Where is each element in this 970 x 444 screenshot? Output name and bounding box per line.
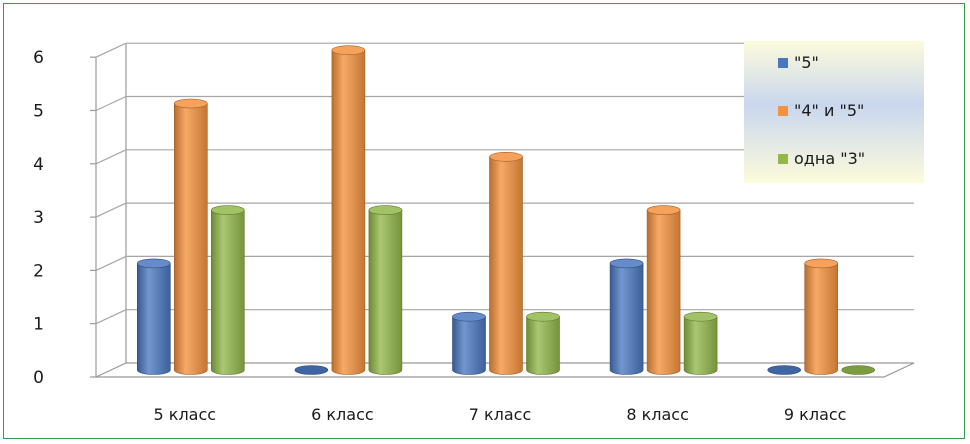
- y-tick-label: 3: [33, 208, 44, 228]
- bar-body: [368, 209, 403, 375]
- y-tick-label: 0: [33, 368, 44, 388]
- bar-body: [137, 263, 171, 375]
- y-tick-label: 6: [33, 48, 44, 68]
- bar-top: [526, 311, 560, 322]
- bar-top: [489, 152, 523, 162]
- bar: [294, 365, 329, 375]
- bar-body: [683, 316, 718, 375]
- y-axis-ticks: 0 1 2 3 4 5 6: [33, 48, 96, 388]
- legend: "5" "4" и "5" одна "3": [744, 41, 924, 183]
- gridline-side: [95, 42, 127, 58]
- bar-body: [489, 156, 523, 375]
- bar-body: [646, 209, 681, 375]
- bar: [331, 45, 366, 375]
- legend-label: "4" и "5": [794, 101, 864, 120]
- bar: [489, 152, 523, 375]
- y-tick-label: 5: [33, 102, 44, 122]
- bar-top: [767, 365, 802, 375]
- bar-top: [804, 258, 839, 269]
- bar-top: [609, 258, 644, 269]
- legend-label: "5": [794, 53, 819, 72]
- bar: [609, 258, 644, 375]
- gridline-side: [95, 255, 127, 271]
- bar: [174, 98, 208, 375]
- gridline-side: [95, 95, 127, 112]
- legend-swatch: [778, 106, 788, 116]
- bar-body: [331, 49, 366, 375]
- legend-label: одна "3": [794, 149, 865, 168]
- x-axis-categories: 5 класс 6 класс 7 класс 8 класс 9 класс: [154, 405, 847, 424]
- bar: [368, 205, 403, 375]
- bar: [452, 311, 486, 375]
- floor: [95, 362, 915, 378]
- chart-frame: 0 1 2 3 4 5 6 5 класс 6 класс 7 класс 8 класс 9 кл…: [3, 3, 965, 439]
- bars: [137, 45, 876, 375]
- bar: [683, 311, 718, 375]
- bar-top: [174, 98, 208, 109]
- legend-box: [744, 41, 924, 183]
- legend-swatch: [778, 154, 788, 164]
- bar-top: [683, 311, 718, 322]
- x-category-label: 6 класс: [311, 405, 374, 424]
- bar-top: [646, 205, 681, 215]
- bar-body: [174, 103, 208, 375]
- bar-body: [804, 263, 838, 375]
- bar: [646, 205, 681, 375]
- bar-top: [294, 365, 329, 375]
- y-tick-label: 1: [33, 315, 44, 335]
- x-category-label: 9 класс: [784, 405, 847, 424]
- x-category-label: 5 класс: [154, 405, 217, 424]
- gridline-side: [95, 309, 127, 325]
- bar-chart: 0 1 2 3 4 5 6 5 класс 6 класс 7 класс 8 класс 9 кл…: [33, 41, 924, 424]
- bar: [211, 205, 245, 375]
- bar-top: [331, 45, 366, 56]
- bar: [137, 258, 171, 375]
- bar-top: [137, 258, 171, 269]
- legend-swatch: [778, 58, 788, 68]
- bar-top: [841, 365, 876, 375]
- x-category-label: 8 класс: [626, 405, 689, 424]
- y-tick-label: 4: [33, 155, 44, 175]
- bar-top: [211, 205, 245, 215]
- bar-body: [452, 316, 486, 375]
- bar-top: [368, 205, 403, 215]
- gridline-side: [95, 202, 127, 218]
- bar: [804, 258, 839, 375]
- bar: [841, 365, 876, 375]
- bar-body: [526, 316, 560, 375]
- y-tick-label: 2: [33, 261, 44, 281]
- bar: [767, 365, 802, 375]
- bar: [526, 311, 560, 375]
- bar-body: [211, 209, 245, 375]
- x-category-label: 7 класс: [469, 405, 532, 424]
- gridline-side: [95, 149, 127, 165]
- bar-body: [609, 263, 644, 375]
- bar-top: [452, 311, 486, 322]
